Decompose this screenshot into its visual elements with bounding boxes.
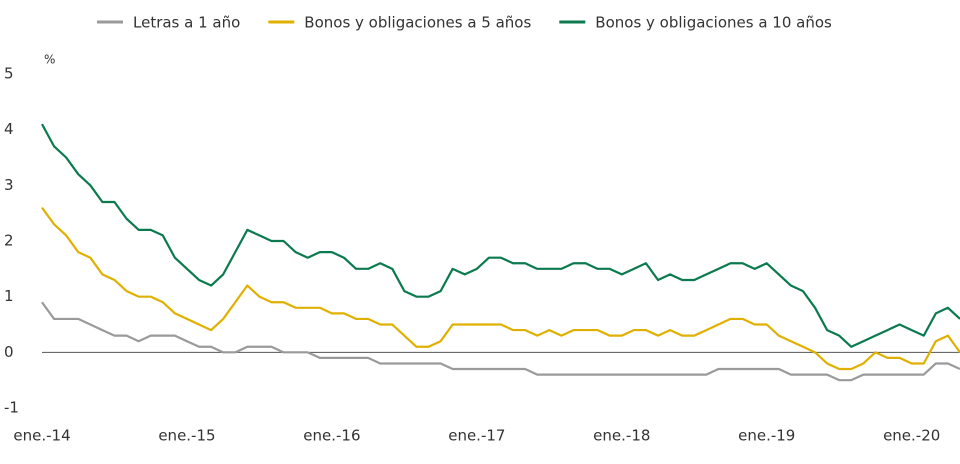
x-tick-label: ene.-16	[303, 427, 360, 445]
y-tick-label: -1	[4, 399, 19, 417]
y-tick-label: 1	[4, 287, 14, 305]
y-tick-label: 3	[4, 176, 14, 194]
legend-label: Bonos y obligaciones a 5 años	[304, 14, 531, 32]
series-line	[41, 123, 960, 348]
x-tick-label: ene.-15	[158, 427, 215, 445]
x-tick-label: ene.-19	[738, 427, 795, 445]
legend-label: Letras a 1 año	[133, 14, 240, 32]
series-line	[41, 301, 960, 382]
y-tick-label: 5	[4, 65, 14, 83]
x-tick-label: ene.-18	[593, 427, 650, 445]
x-tick-label: ene.-20	[883, 427, 940, 445]
series-line	[41, 206, 960, 371]
y-axis-unit: %	[44, 53, 55, 67]
y-tick-label: 2	[4, 232, 14, 250]
x-tick-label: ene.-14	[13, 427, 70, 445]
y-tick-label: 0	[4, 343, 14, 361]
y-tick-label: 4	[4, 120, 14, 138]
x-tick-label: ene.-17	[448, 427, 505, 445]
legend-label: Bonos y obligaciones a 10 años	[595, 14, 832, 32]
